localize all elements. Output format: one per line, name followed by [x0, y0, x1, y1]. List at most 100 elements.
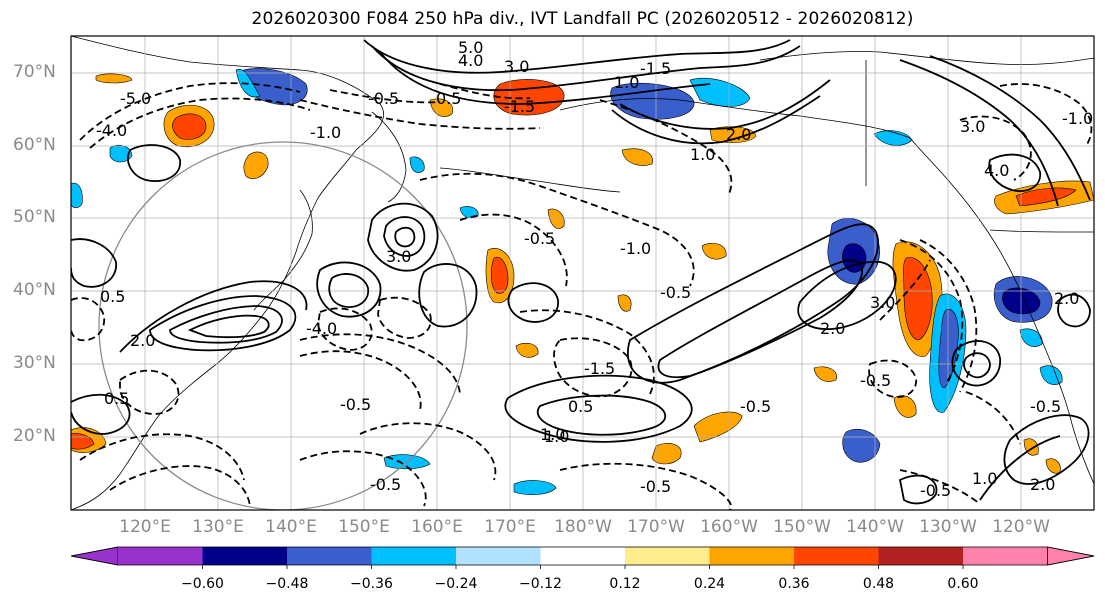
colorbar-extend-max	[1047, 546, 1095, 566]
contour-label: 3.0	[504, 57, 529, 76]
colorbar-swatch	[709, 547, 794, 565]
colorbar-swatch	[202, 547, 287, 565]
positive-anomaly-shading	[813, 366, 837, 382]
positive-anomaly-core	[1015, 187, 1077, 207]
contour-label: -5.0	[120, 89, 151, 108]
contour-line	[379, 51, 711, 105]
colorbar-swatch	[878, 547, 963, 565]
contour-line	[371, 45, 801, 92]
contour-line	[299, 350, 422, 411]
colorbar-label: −0.48	[265, 576, 309, 592]
contour-label: -4.0	[96, 121, 127, 140]
positive-anomaly-shading	[547, 208, 565, 229]
lon-label-140w: 140°W	[846, 517, 904, 537]
positive-anomaly-shading	[621, 148, 653, 166]
contour-label: -1.0	[1062, 109, 1093, 128]
positive-anomaly-core	[172, 113, 207, 140]
negative-anomaly-edge	[109, 144, 133, 163]
contour-label: 4.0	[458, 51, 483, 70]
contour-line	[599, 99, 733, 197]
colorbar-swatch	[456, 547, 541, 565]
positive-anomaly-shading	[701, 243, 727, 260]
lon-label-150w: 150°W	[773, 517, 831, 537]
contour-line	[299, 450, 427, 507]
lon-label-170e: 170°E	[484, 517, 536, 537]
colorbar-swatch	[963, 547, 1048, 565]
contour-line	[127, 144, 181, 182]
contour-line	[619, 79, 831, 130]
lon-label-130e: 130°E	[192, 517, 244, 537]
lat-label-20n: 20°N	[13, 426, 56, 446]
positive-contours	[71, 39, 1091, 505]
contour-line	[316, 261, 382, 318]
contour-line	[611, 95, 821, 145]
negative-anomaly-edge	[1039, 365, 1063, 385]
colorbar-label: 0.36	[778, 576, 810, 592]
contour-labels: 5.0 4.0 3.0 -1.5 -5.0 -4.0 -1.0 -0.5 1.0…	[96, 38, 1093, 500]
contour-line	[187, 314, 270, 339]
contour-line	[627, 223, 879, 384]
contour-line	[999, 83, 1093, 147]
contour-label: -1.0	[620, 239, 651, 258]
coastline-alaska	[559, 98, 911, 139]
contour-line	[898, 474, 938, 505]
positive-anomaly-shading	[651, 443, 682, 465]
lon-label-150e: 150°E	[338, 517, 390, 537]
contour-line	[519, 309, 655, 395]
contour-label: -0.5	[370, 475, 401, 494]
lon-label-180w: 180°W	[554, 517, 612, 537]
contour-line	[1003, 414, 1090, 485]
contour-label: 1.0	[690, 145, 715, 164]
contour-label: 0.5	[436, 89, 461, 108]
colorbar-label: −0.24	[434, 576, 478, 592]
contour-line	[979, 435, 1061, 501]
contour-label: 4.0	[984, 161, 1009, 180]
coastline-japan	[253, 189, 313, 311]
contour-line	[657, 259, 863, 379]
contour-line	[899, 59, 1059, 207]
contour-line	[504, 374, 693, 443]
contour-label: 2.0	[130, 331, 155, 350]
contour-line	[559, 462, 733, 510]
contour-line	[507, 282, 559, 323]
lat-label-30n: 30°N	[13, 353, 56, 373]
contour-line	[459, 213, 568, 287]
contour-label: -0.5	[660, 283, 691, 302]
colorbar-swatch	[540, 547, 625, 565]
map-title: 2026020300 F084 250 hPa div., IVT Landfa…	[251, 9, 914, 29]
contour-line	[394, 226, 416, 248]
positive-anomaly-shading	[429, 98, 453, 117]
contour-line	[359, 422, 497, 481]
lon-label-130w: 130°W	[919, 517, 977, 537]
contour-label: 2.0	[1030, 475, 1055, 494]
range-circle	[98, 141, 468, 510]
contour-line	[929, 55, 1091, 201]
contour-line	[79, 433, 245, 481]
contour-line	[965, 391, 1021, 445]
colorbar-outline	[70, 546, 1095, 566]
negative-anomaly-edge	[459, 206, 479, 219]
contour-label: -1.5	[640, 59, 671, 78]
positive-anomaly-shading	[617, 294, 632, 312]
colorbar-swatch	[794, 547, 879, 565]
contour-line	[119, 369, 180, 415]
colorbar-label: 0.48	[862, 576, 895, 592]
colorbar-label: 0.60	[947, 576, 979, 592]
contour-line	[868, 359, 917, 398]
contour-line	[71, 238, 117, 288]
contour-label: 0.5	[100, 287, 125, 306]
contour-line	[899, 239, 964, 385]
contour-line	[439, 83, 531, 100]
colorbar-label: −0.60	[181, 576, 224, 592]
contour-label: 1.0	[614, 73, 639, 92]
contour-label: -0.5	[368, 89, 399, 108]
contour-line	[109, 465, 251, 507]
contour-line	[963, 352, 991, 379]
contour-line	[959, 115, 1032, 181]
negative-anomaly-edge	[1019, 328, 1043, 347]
colorbar-label: 0.12	[609, 576, 641, 592]
lon-label-160e: 160°E	[411, 517, 463, 537]
positive-anomaly-shading	[515, 342, 539, 358]
coastline-kamchatka	[371, 111, 407, 203]
